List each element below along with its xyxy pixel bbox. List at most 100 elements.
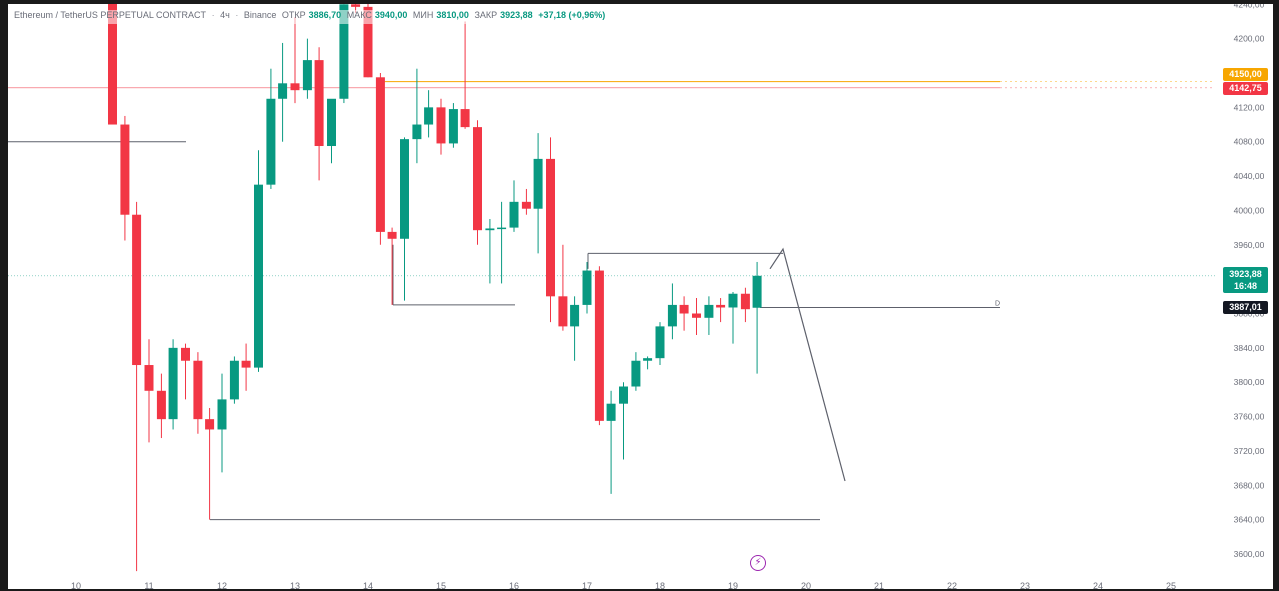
candle-body <box>314 60 324 147</box>
projection-path <box>769 247 846 482</box>
candle-body <box>156 390 166 420</box>
change-value: +37,18 (+0,96%) <box>538 10 606 20</box>
candle <box>728 292 738 344</box>
candle-body <box>497 227 507 230</box>
candle <box>497 201 507 284</box>
candle-body <box>606 403 616 421</box>
y-tick-label: 3680,00 <box>1234 480 1265 490</box>
candle <box>716 298 726 323</box>
candle-body <box>132 214 142 366</box>
candle <box>631 352 641 391</box>
frame-border <box>0 0 1279 4</box>
candle-body <box>229 360 239 400</box>
candle-body <box>254 184 263 368</box>
candle <box>229 356 239 404</box>
candle-body <box>351 4 361 7</box>
x-tick-label: 10 <box>71 581 81 591</box>
candle <box>302 38 312 99</box>
legend-separator: · <box>235 10 239 20</box>
frame-border <box>0 589 1279 591</box>
candle <box>193 352 203 434</box>
candle <box>473 120 482 245</box>
current-price: 3923,88 <box>1229 269 1262 279</box>
candle <box>558 244 568 331</box>
candle-body <box>241 360 251 368</box>
candle-body <box>594 270 604 421</box>
y-tick-label: 3640,00 <box>1234 515 1265 525</box>
low-value: 3810,00 <box>436 10 469 20</box>
y-tick-label: 4080,00 <box>1234 137 1265 147</box>
candle <box>314 47 324 181</box>
x-tick-label: 21 <box>874 581 884 591</box>
candle <box>692 298 701 335</box>
x-tick-label: 20 <box>801 581 811 591</box>
candle-body <box>667 304 677 327</box>
y-tick-label: 4120,00 <box>1234 102 1265 112</box>
x-tick-label: 25 <box>1166 581 1176 591</box>
current-price-tag: 3923,88 16:48 <box>1223 267 1268 293</box>
candle-body <box>302 60 312 91</box>
high-value: 3940,00 <box>374 10 408 20</box>
candle-body <box>704 304 714 318</box>
candle-body <box>546 158 555 297</box>
candle <box>546 137 555 323</box>
frame-border <box>1273 0 1279 591</box>
candle-body <box>181 347 190 361</box>
x-tick-label: 14 <box>363 581 373 591</box>
candle-body <box>375 77 385 232</box>
candle <box>679 296 689 331</box>
x-tick-label: 18 <box>655 581 665 591</box>
candle <box>594 266 604 426</box>
x-tick-label: 23 <box>1020 581 1030 591</box>
close-label: ЗАКР <box>474 10 498 20</box>
candle-body <box>692 313 701 318</box>
exchange-label: Binance <box>243 10 277 20</box>
candle-body <box>460 109 470 128</box>
candle <box>400 137 409 301</box>
candle-body <box>266 98 276 185</box>
candle-body <box>327 98 336 147</box>
symbol-name[interactable]: Ethereum / TetherUS PERPETUAL CONTRACT <box>14 10 207 20</box>
candle-body <box>619 386 628 404</box>
candle <box>412 68 422 164</box>
candle-body <box>570 304 580 327</box>
candle <box>436 98 446 155</box>
y-tick-label: 3800,00 <box>1234 377 1265 387</box>
candle-body <box>631 360 641 387</box>
candle-body <box>558 296 568 327</box>
y-tick-label: 3840,00 <box>1234 343 1265 353</box>
candle <box>424 90 434 138</box>
candle-body <box>120 124 130 215</box>
candle-body <box>448 109 458 144</box>
candle <box>485 219 495 284</box>
candle <box>655 322 665 366</box>
candle <box>582 261 592 314</box>
y-tick-label: 3600,00 <box>1234 549 1265 559</box>
candle-body <box>217 399 227 430</box>
candle-body <box>473 127 482 231</box>
frame-border <box>0 0 8 591</box>
candle-body <box>205 419 215 430</box>
x-tick-label: 12 <box>217 581 227 591</box>
candle-body <box>412 124 422 140</box>
candle <box>290 17 300 104</box>
candle-body <box>521 201 531 209</box>
lightning-icon[interactable]: ⚡ <box>750 555 766 571</box>
candle <box>619 382 628 460</box>
low-label: МИН <box>412 10 434 20</box>
candle <box>327 98 336 164</box>
open-value: 3886,70 <box>308 10 342 20</box>
x-tick-label: 11 <box>144 581 153 591</box>
candle-body <box>400 139 409 239</box>
price-tag-orange: 4150,00 <box>1223 68 1268 81</box>
legend-separator: · <box>211 10 215 20</box>
candle <box>156 373 166 439</box>
candle <box>667 283 677 340</box>
candle <box>241 343 251 391</box>
candle <box>448 103 458 148</box>
y-tick-label: 3720,00 <box>1234 446 1265 456</box>
y-tick-label: 4200,00 <box>1234 34 1265 44</box>
level-label: D <box>995 300 1000 307</box>
candle-body <box>278 83 288 99</box>
